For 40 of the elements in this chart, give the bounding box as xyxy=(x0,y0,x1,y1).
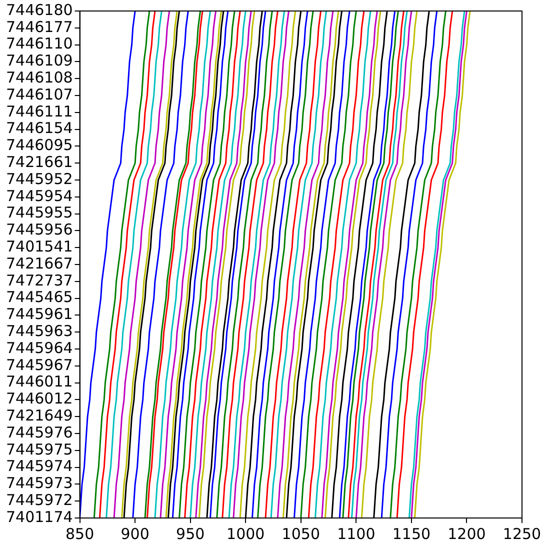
y-tick-label: 7446011 xyxy=(6,372,73,391)
y-tick-label: 7446177 xyxy=(6,18,73,36)
x-tick-label: 1000 xyxy=(226,524,265,543)
y-tick-label: 7445974 xyxy=(6,457,73,476)
y-tick-label: 7445975 xyxy=(6,440,73,458)
y-tick-label: 7446012 xyxy=(6,390,73,408)
y-tick-label: 7421661 xyxy=(6,152,73,171)
y-tick-label: 7445976 xyxy=(6,423,73,442)
y-tick-label: 7446110 xyxy=(6,34,73,53)
y-tick-label: 7446111 xyxy=(6,102,73,120)
y-tick-label: 7445963 xyxy=(6,322,73,340)
y-tick-label: 7446154 xyxy=(6,119,73,138)
x-tick-label: 850 xyxy=(65,524,94,543)
y-tick-label: 7446107 xyxy=(6,85,73,104)
x-tick-label: 1150 xyxy=(392,524,431,543)
y-tick-label: 7445972 xyxy=(6,490,73,509)
y-tick-label: 7445967 xyxy=(6,356,73,374)
y-tick-label: 7446109 xyxy=(6,52,73,70)
y-tick-label: 7472737 xyxy=(6,271,73,290)
y-tick-label: 7446108 xyxy=(6,68,73,86)
x-tick-label: 900 xyxy=(120,524,150,543)
y-tick-label: 7445964 xyxy=(6,338,73,357)
y-tick-label: 7445956 xyxy=(6,220,73,239)
y-tick-label: 7421649 xyxy=(6,406,73,424)
y-tick-label: 7445973 xyxy=(6,474,73,492)
x-tick-label: 1250 xyxy=(502,524,542,543)
x-tick-label: 950 xyxy=(176,524,205,543)
y-tick-label: 7401174 xyxy=(6,508,73,526)
y-tick-label: 7445961 xyxy=(6,305,73,324)
y-tick-label: 7445465 xyxy=(6,288,73,306)
y-tick-label: 7445955 xyxy=(6,204,73,222)
y-tick-label: 7421667 xyxy=(6,254,73,272)
y-tick-label: 7446180 xyxy=(6,0,73,19)
y-tick-label: 7445952 xyxy=(6,170,73,188)
y-tick-label: 7446095 xyxy=(6,136,73,154)
x-tick-label: 1050 xyxy=(282,524,320,543)
y-tick-label: 7401541 xyxy=(6,237,73,256)
y-tick-label: 7445954 xyxy=(6,186,73,205)
x-tick-label: 1200 xyxy=(448,524,486,543)
x-tick-label: 1100 xyxy=(337,524,376,543)
